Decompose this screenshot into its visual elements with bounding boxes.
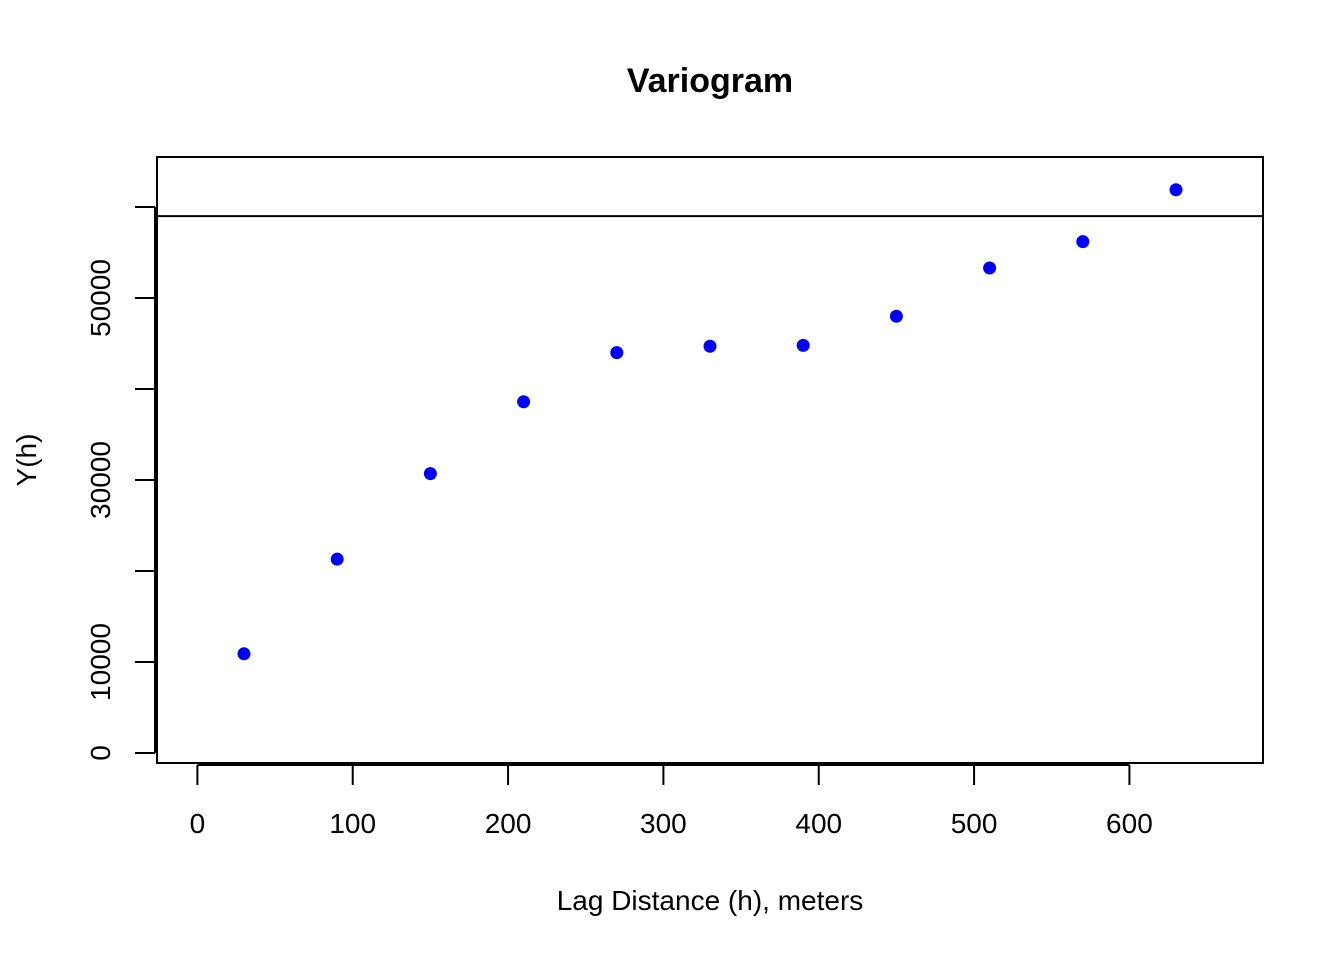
- x-tick-label: 600: [1106, 808, 1153, 839]
- data-point: [517, 395, 531, 409]
- data-point: [703, 339, 717, 353]
- data-point: [1169, 183, 1183, 197]
- y-tick-label: 10000: [85, 623, 116, 701]
- x-axis: 0 100 200 300 400 500 600: [190, 764, 1153, 839]
- x-tick-label: 300: [640, 808, 687, 839]
- y-axis: 0 10000 30000 50000: [85, 206, 156, 761]
- data-point: [330, 552, 344, 566]
- data-point: [1076, 235, 1090, 249]
- data-point: [796, 338, 810, 352]
- data-point: [610, 346, 624, 360]
- data-point: [423, 467, 437, 481]
- x-tick-label: 400: [795, 808, 842, 839]
- data-points: [237, 183, 1183, 661]
- y-tick-label: 30000: [85, 441, 116, 519]
- x-tick-label: 500: [951, 808, 998, 839]
- y-tick-label: 0: [85, 745, 116, 761]
- data-point: [889, 309, 903, 323]
- y-axis-label: Y(h): [11, 434, 42, 487]
- y-tick-label: 50000: [85, 259, 116, 337]
- x-axis-label: Lag Distance (h), meters: [557, 885, 864, 916]
- chart-title: Variogram: [627, 62, 793, 100]
- data-point: [983, 261, 997, 275]
- x-tick-label: 0: [190, 808, 206, 839]
- x-tick-label: 200: [485, 808, 532, 839]
- data-point: [237, 647, 251, 661]
- x-tick-label: 100: [329, 808, 376, 839]
- plot-frame: [156, 156, 1264, 764]
